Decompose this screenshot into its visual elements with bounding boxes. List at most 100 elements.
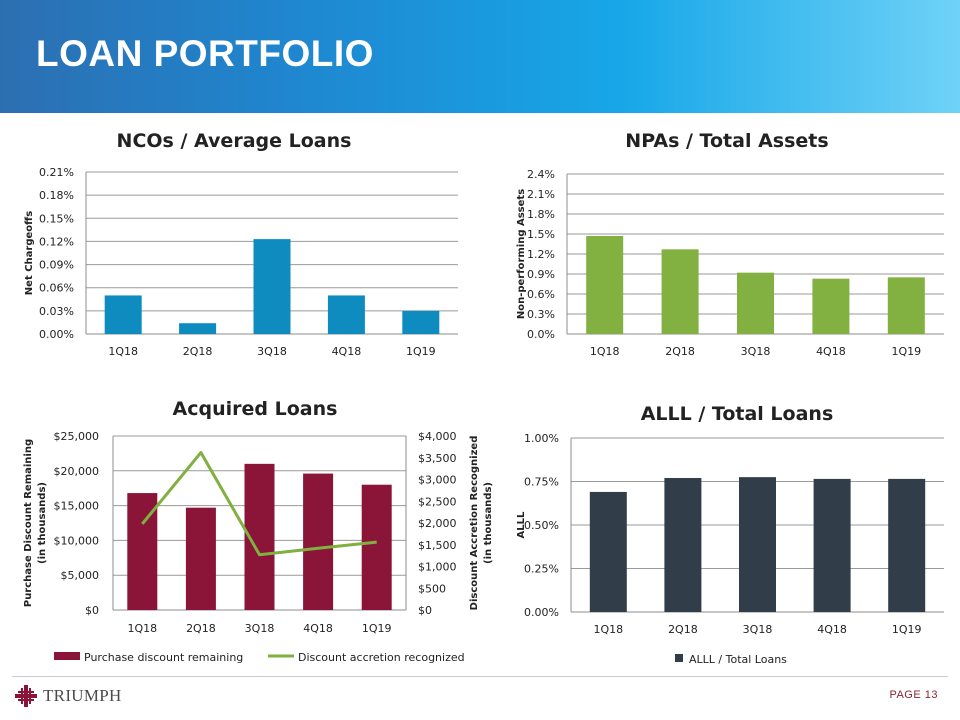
ncos-x-tick-label: 2Q18 bbox=[183, 345, 213, 358]
ncos-y-tick-label: 0.18% bbox=[39, 189, 74, 202]
header-banner: LOAN PORTFOLIO bbox=[0, 0, 960, 113]
npas-x-tick-label: 1Q18 bbox=[590, 345, 620, 358]
ncos-y-tick-label: 0.12% bbox=[39, 235, 74, 248]
acquired-left-axis-label-1: Purchase Discount Remaining bbox=[23, 439, 34, 607]
acquired-right-tick-label: $1,000 bbox=[418, 561, 457, 574]
acquired-x-tick-label: 4Q18 bbox=[303, 622, 333, 635]
alll-x-tick-label: 1Q19 bbox=[892, 623, 922, 636]
npas-bar bbox=[737, 272, 774, 334]
alll-x-tick-label: 1Q18 bbox=[593, 623, 623, 636]
npas-bar bbox=[812, 278, 850, 334]
alll-y-tick-label: 0.50% bbox=[524, 519, 559, 532]
ncos-bar bbox=[327, 295, 365, 334]
ncos-x-tick-label: 3Q18 bbox=[257, 345, 287, 358]
alll-y-axis-label: ALLL bbox=[516, 511, 527, 538]
acquired-legend-bar-label: Purchase discount remaining bbox=[84, 651, 243, 664]
acquired-right-tick-label: $3,000 bbox=[418, 474, 457, 487]
ncos-bar bbox=[179, 323, 217, 334]
alll-y-tick-label: 1.00% bbox=[524, 432, 559, 445]
acquired-bar bbox=[303, 473, 334, 610]
acquired-bar bbox=[185, 507, 216, 610]
npas-x-tick-label: 1Q19 bbox=[891, 345, 921, 358]
footer-divider bbox=[12, 676, 948, 677]
npas-y-axis-label: Non-performing Assets bbox=[516, 189, 527, 319]
npas-y-tick-label: 1.5% bbox=[527, 228, 555, 241]
acquired-right-tick-label: $3,500 bbox=[418, 452, 457, 465]
npas-y-tick-label: 0.3% bbox=[527, 308, 555, 321]
alll-legend-swatch bbox=[675, 654, 683, 662]
alll-x-tick-label: 4Q18 bbox=[817, 623, 847, 636]
npas-y-tick-label: 0.6% bbox=[527, 288, 555, 301]
npas-x-tick-label: 3Q18 bbox=[741, 345, 771, 358]
acquired-x-tick-label: 2Q18 bbox=[186, 622, 216, 635]
ncos-bar bbox=[402, 310, 440, 334]
acquired-left-tick-label: $15,000 bbox=[54, 500, 100, 513]
acquired-left-axis-label-2: (in thousands) bbox=[37, 482, 48, 564]
triumph-cross-icon bbox=[15, 685, 37, 707]
acquired-right-axis-label-2: (in thousands) bbox=[483, 482, 494, 564]
logo-text: TRIUMPH bbox=[43, 686, 122, 705]
ncos-y-axis-label: Net Chargeoffs bbox=[24, 211, 35, 295]
alll-legend-label: ALLL / Total Loans bbox=[689, 653, 787, 666]
acquired-left-tick-label: $25,000 bbox=[54, 430, 100, 443]
npas-y-tick-label: 1.8% bbox=[527, 208, 555, 221]
page-title: LOAN PORTFOLIO bbox=[36, 33, 374, 74]
ncos-x-tick-label: 1Q19 bbox=[406, 345, 436, 358]
acquired-right-axis-label-1: Discount Accretion Recognized bbox=[469, 436, 480, 611]
acquired-left-tick-label: $20,000 bbox=[54, 465, 100, 478]
page-number: PAGE 13 bbox=[889, 689, 938, 701]
npas-x-tick-label: 2Q18 bbox=[665, 345, 695, 358]
npas-y-tick-label: 1.2% bbox=[527, 248, 555, 261]
alll-y-tick-label: 0.75% bbox=[524, 476, 559, 489]
triumph-logo: TRIUMPH bbox=[14, 684, 122, 708]
npas-y-tick-label: 0.0% bbox=[527, 328, 555, 341]
ncos-x-tick-label: 4Q18 bbox=[332, 345, 362, 358]
ncos-title: NCOs / Average Loans bbox=[117, 130, 352, 152]
npas-x-tick-label: 4Q18 bbox=[816, 345, 846, 358]
alll-bar bbox=[739, 477, 776, 612]
acquired-left-tick-label: $5,000 bbox=[61, 569, 100, 582]
alll-bar bbox=[888, 478, 926, 612]
alll-bar bbox=[664, 478, 702, 612]
acquired-x-tick-label: 1Q18 bbox=[127, 622, 157, 635]
ncos-y-tick-label: 0.00% bbox=[39, 328, 74, 341]
ncos-y-tick-label: 0.21% bbox=[39, 166, 74, 179]
acquired-title: Acquired Loans bbox=[173, 398, 338, 420]
acquired-right-tick-label: $4,000 bbox=[418, 430, 457, 443]
ncos-y-tick-label: 0.06% bbox=[39, 282, 74, 295]
alll-y-tick-label: 0.25% bbox=[524, 563, 559, 576]
ncos-bar bbox=[104, 295, 142, 334]
npas-bar bbox=[661, 249, 699, 334]
acquired-right-tick-label: $500 bbox=[418, 582, 446, 595]
ncos-bar bbox=[253, 239, 291, 334]
acquired-x-tick-label: 1Q19 bbox=[362, 622, 392, 635]
ncos-y-tick-label: 0.09% bbox=[39, 259, 74, 272]
acquired-right-tick-label: $2,500 bbox=[418, 495, 457, 508]
acquired-left-tick-label: $0 bbox=[85, 604, 99, 617]
acquired-accretion-line bbox=[141, 451, 377, 557]
alll-title: ALLL / Total Loans bbox=[641, 403, 834, 425]
acquired-bar bbox=[361, 484, 392, 610]
alll-x-tick-label: 2Q18 bbox=[668, 623, 698, 636]
acquired-right-tick-label: $2,000 bbox=[418, 517, 457, 530]
npas-bar bbox=[586, 236, 624, 334]
acquired-left-tick-label: $10,000 bbox=[54, 534, 100, 547]
acquired-legend-line-label: Discount accretion recognized bbox=[298, 651, 465, 664]
npas-y-tick-label: 0.9% bbox=[527, 268, 555, 281]
ncos-y-tick-label: 0.15% bbox=[39, 212, 74, 225]
npas-y-tick-label: 2.4% bbox=[527, 168, 555, 181]
acquired-x-tick-label: 3Q18 bbox=[245, 622, 275, 635]
acquired-right-tick-label: $1,500 bbox=[418, 539, 457, 552]
acquired-right-tick-label: $0 bbox=[418, 604, 432, 617]
acquired-legend-bar-swatch bbox=[54, 652, 80, 660]
alll-y-tick-label: 0.00% bbox=[524, 606, 559, 619]
ncos-x-tick-label: 1Q18 bbox=[108, 345, 138, 358]
npas-bar bbox=[887, 277, 925, 334]
alll-x-tick-label: 3Q18 bbox=[743, 623, 773, 636]
npas-y-tick-label: 2.1% bbox=[527, 188, 555, 201]
ncos-y-tick-label: 0.03% bbox=[39, 305, 74, 318]
